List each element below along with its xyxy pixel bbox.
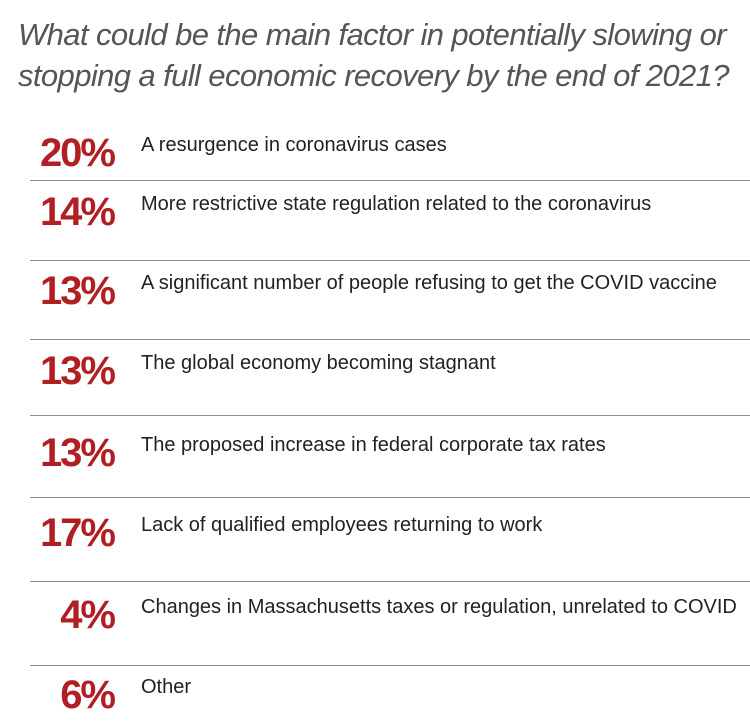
chart-title: What could be the main factor in potenti… — [18, 17, 730, 93]
row-divider — [30, 415, 750, 416]
row-divider — [30, 581, 750, 582]
row-divider — [30, 180, 750, 181]
response-label: A resurgence in coronavirus cases — [141, 134, 447, 156]
response-label: Changes in Massachusetts taxes or regula… — [141, 596, 737, 618]
percent-value: 14% — [39, 190, 116, 234]
percent-value: 13% — [39, 269, 116, 313]
response-label: Lack of qualified employees returning to… — [141, 514, 543, 536]
response-label: A significant number of people refusing … — [141, 272, 717, 294]
percent-value: 13% — [39, 431, 116, 475]
percent-value: 13% — [39, 349, 116, 393]
percent-value: 4% — [60, 593, 116, 637]
response-label: The proposed increase in federal corpora… — [141, 434, 606, 456]
percent-value: 17% — [39, 511, 116, 555]
response-label: The global economy becoming stagnant — [141, 352, 496, 374]
percent-value: 6% — [60, 673, 116, 717]
row-divider — [30, 497, 750, 498]
response-label: Other — [141, 676, 192, 698]
row-divider — [30, 260, 750, 261]
row-divider — [30, 339, 750, 340]
percent-value: 20% — [39, 131, 116, 175]
row-divider — [30, 665, 750, 666]
response-label: More restrictive state regulation relate… — [141, 193, 652, 215]
